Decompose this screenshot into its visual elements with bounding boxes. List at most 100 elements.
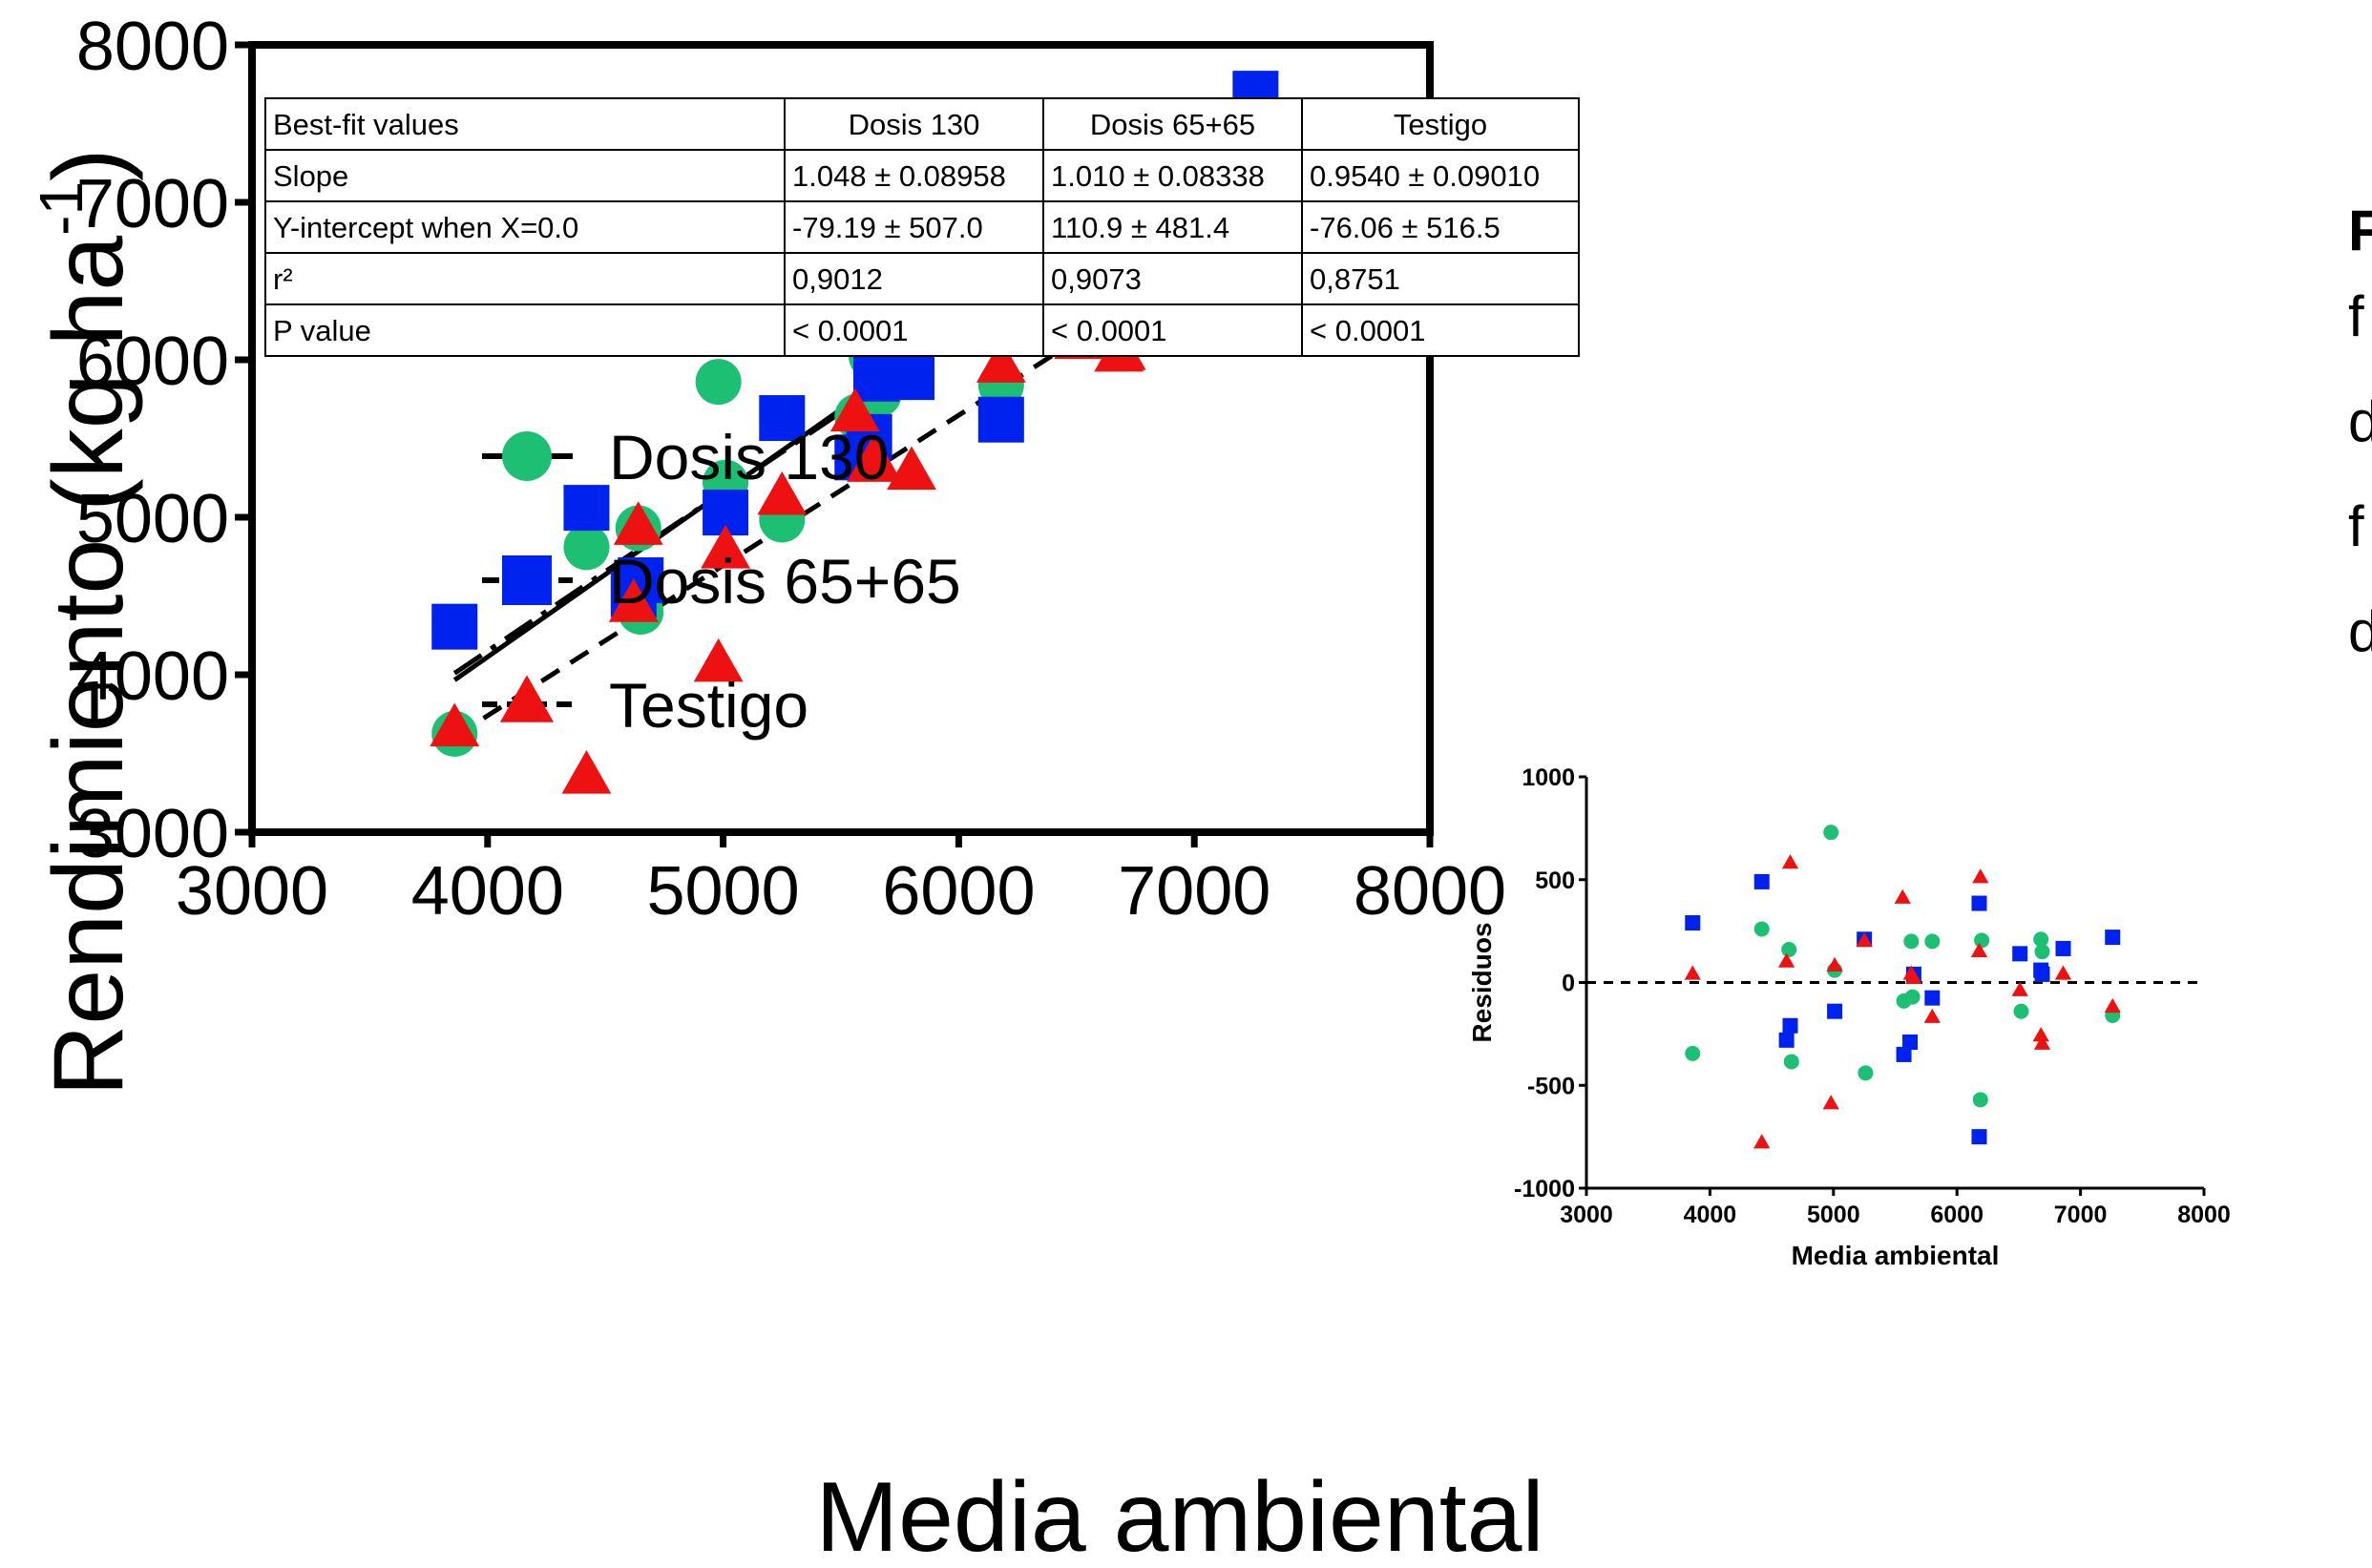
residual-point-dosis-65-65 xyxy=(1753,873,1770,889)
main-plot-border xyxy=(248,41,1434,836)
best-fit-table: Best-fit values Dosis 130 Dosis 65+65 Testi… xyxy=(264,97,1580,357)
residual-point-dosis-65-65 xyxy=(1685,915,1701,931)
y-tick-label: 3000 xyxy=(76,796,229,872)
inset-y-tick-label: 500 xyxy=(1535,868,1575,894)
residual-point-testigo xyxy=(1753,1134,1771,1149)
point-testigo xyxy=(757,470,808,515)
residual-point-testigo xyxy=(2032,1027,2049,1042)
inset-x-tick-label: 3000 xyxy=(1560,1202,1613,1228)
table-cell: 1.048 ± 0.08958 xyxy=(792,159,1006,193)
table-cell: 0.9540 ± 0.09010 xyxy=(1310,159,1540,193)
residual-point-dosis-65-65 xyxy=(2034,966,2050,982)
residual-point-dosis-65-65 xyxy=(1782,1017,1798,1034)
y-axis-label-superscript: -1 xyxy=(27,181,95,236)
residual-point-testigo xyxy=(2054,965,2072,980)
x-axis-label: Media ambiental xyxy=(815,1462,1543,1568)
point-dosis-65-65 xyxy=(759,395,806,442)
x-tick-label: 5000 xyxy=(647,853,800,930)
inset-y-axis-label: Residuos xyxy=(1467,922,1497,1042)
x-tick-label: 8000 xyxy=(1354,853,1506,930)
table-cell: r² xyxy=(273,262,293,296)
inset-x-tick-label: 7000 xyxy=(2054,1202,2108,1228)
x-tick-label: 7000 xyxy=(1118,853,1270,930)
side-caption-line-5: d xyxy=(2348,599,2372,663)
x-tick-label: 6000 xyxy=(882,853,1035,930)
axis-ticks: 3000 4000 5000 6000 7000 8000 3000 4000 5000 6000… xyxy=(76,9,1506,930)
residual-point-dosis-65-65 xyxy=(1778,1032,1795,1048)
residual-point-dosis-65-65 xyxy=(2105,930,2121,946)
x-tick-label: 4000 xyxy=(411,853,564,930)
residual-point-dosis-130 xyxy=(1781,942,1797,958)
residual-point-dosis-65-65 xyxy=(1896,1046,1912,1062)
residual-point-dosis-130 xyxy=(2034,944,2050,960)
residual-point-dosis-65-65 xyxy=(2055,940,2071,956)
legend-marker xyxy=(502,555,552,605)
residual-point-testigo xyxy=(1970,942,1988,957)
residual-point-testigo xyxy=(2104,997,2121,1014)
point-testigo xyxy=(701,525,750,569)
residual-point-testigo xyxy=(1923,1008,1941,1023)
table-header-cell: Dosis 65+65 xyxy=(1090,108,1255,141)
residual-point-dosis-65-65 xyxy=(1924,990,1941,1006)
table-background xyxy=(264,97,1580,357)
legend-label: Testigo xyxy=(609,670,808,741)
residual-point-dosis-130 xyxy=(1858,1065,1874,1081)
y-tick-label: 6000 xyxy=(76,324,229,400)
table-cell: 0,9073 xyxy=(1051,262,1142,296)
point-testigo xyxy=(829,387,880,432)
table-header-cell: Dosis 130 xyxy=(849,108,980,141)
inset-x-tick-label: 4000 xyxy=(1684,1202,1737,1228)
residual-point-dosis-130 xyxy=(1783,1054,1799,1070)
point-testigo xyxy=(613,501,663,545)
point-testigo xyxy=(887,446,936,491)
residual-point-dosis-130 xyxy=(1753,921,1770,937)
table-cell: 0,8751 xyxy=(1310,262,1400,296)
inset-y-tick-label: 0 xyxy=(1562,971,1575,997)
residual-point-testigo xyxy=(2011,981,2028,996)
residual-point-dosis-65-65 xyxy=(1827,1003,1843,1019)
table-cell: 1.010 ± 0.08338 xyxy=(1051,159,1265,193)
residuals-inset: 3000 4000 5000 6000 7000 8000 -1000 -500 0 500 100… xyxy=(1467,764,2231,1270)
inset-x-tick-label: 5000 xyxy=(1807,1202,1860,1228)
table-cell: 0,9012 xyxy=(792,262,883,296)
x-tick-label: 3000 xyxy=(176,853,328,930)
table-cell: -76.06 ± 516.5 xyxy=(1310,211,1501,244)
residual-point-dosis-65-65 xyxy=(1971,1129,1987,1145)
residual-point-dosis-130 xyxy=(1974,932,1990,949)
table-cell: < 0.0001 xyxy=(1051,314,1167,347)
inset-y-tick-label: -500 xyxy=(1527,1073,1575,1099)
legend: Dosis 130 Dosis 65+65 Testigo xyxy=(482,422,961,741)
point-dosis-65-65 xyxy=(563,485,610,532)
side-caption-line-1: F xyxy=(2348,199,2372,262)
residual-point-testigo xyxy=(1777,952,1795,968)
residual-point-dosis-130 xyxy=(1823,825,1839,841)
residual-point-dosis-130 xyxy=(1903,933,1920,950)
point-dosis-65-65 xyxy=(977,396,1024,443)
y-axis-label-end: ) xyxy=(33,148,144,181)
side-caption-line-2: f xyxy=(2348,284,2364,348)
inset-x-tick-label: 8000 xyxy=(2177,1202,2231,1228)
point-dosis-130 xyxy=(695,359,742,406)
point-testigo xyxy=(430,702,480,747)
residual-point-dosis-130 xyxy=(1924,933,1941,950)
y-tick-label: 7000 xyxy=(76,166,229,242)
point-testigo xyxy=(561,749,612,794)
inset-x-axis-label: Media ambiental xyxy=(1792,1241,2000,1270)
residual-point-dosis-130 xyxy=(1904,989,1921,1005)
residual-point-testigo xyxy=(1894,889,1911,904)
point-dosis-65-65 xyxy=(889,354,935,401)
residual-point-dosis-130 xyxy=(1685,1045,1701,1061)
residual-point-testigo xyxy=(1826,956,1843,972)
table-cell: 110.9 ± 481.4 xyxy=(1051,211,1229,244)
legend-marker xyxy=(499,675,555,722)
residual-point-dosis-130 xyxy=(2013,1003,2029,1019)
residual-point-testigo xyxy=(1856,931,1873,948)
table-header-cell: Testigo xyxy=(1394,108,1487,141)
table-cell: Y-intercept when X=0.0 xyxy=(273,211,578,244)
y-tick-label: 4000 xyxy=(76,638,229,715)
table-cell: P value xyxy=(273,314,371,347)
side-caption-line-3: d xyxy=(2348,389,2372,453)
table-header-cell: Best-fit values xyxy=(273,108,459,141)
residual-point-dosis-65-65 xyxy=(1971,895,1987,911)
